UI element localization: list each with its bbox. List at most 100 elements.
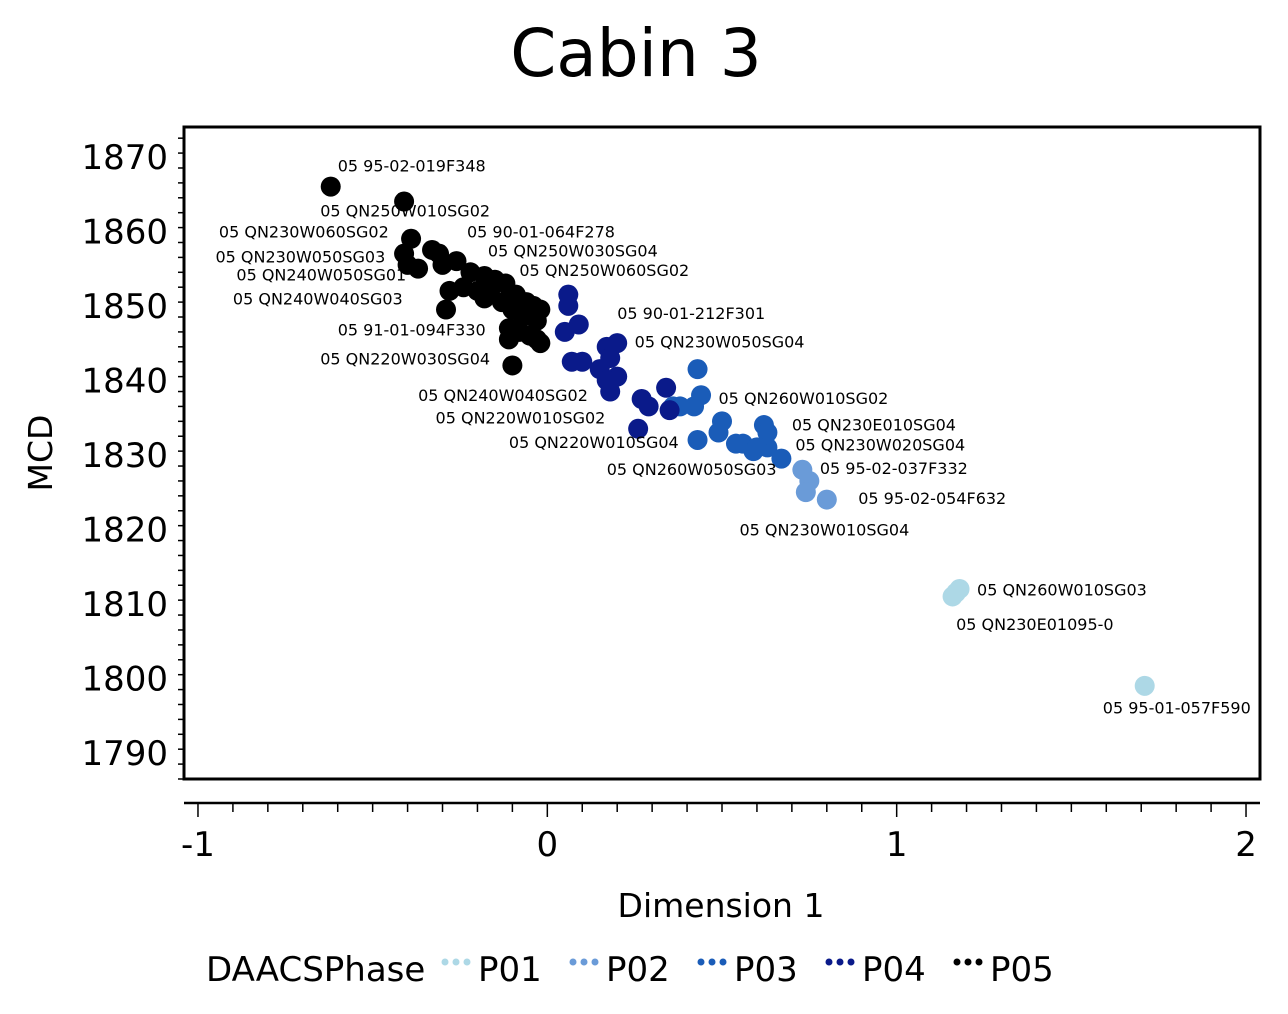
- point-label: 05 QN230W050SG03: [215, 248, 385, 267]
- point-label: 05 QN230W010SG04: [739, 520, 909, 539]
- legend-marker-p02: [591, 958, 599, 966]
- x-tick-label: 0: [537, 825, 559, 865]
- point-label: 05 QN240W040SG02: [418, 386, 588, 405]
- point-p04: [600, 347, 621, 368]
- point-p05: [502, 355, 523, 376]
- legend-marker-p03: [708, 958, 716, 966]
- point-label: 05 95-02-037F332: [820, 459, 968, 478]
- point-label: 05 QN220W010SG02: [436, 409, 606, 428]
- point-p04: [554, 321, 575, 342]
- legend-label-p03: P03: [734, 950, 798, 990]
- point-p04: [656, 377, 677, 398]
- point-p05: [320, 176, 341, 197]
- plot-area-frame: [182, 125, 1262, 781]
- point-label: 05 QN230W050SG04: [635, 333, 805, 352]
- x-axis-title: Dimension 1: [618, 886, 825, 925]
- point-label: 05 QN220W010SG04: [509, 433, 679, 452]
- legend-marker-p03: [719, 958, 727, 966]
- y-tick-label: 1820: [81, 510, 168, 550]
- y-tick-label: 1810: [81, 585, 168, 625]
- x-tick-label: 1: [886, 825, 908, 865]
- point-p03: [687, 429, 708, 450]
- point-p04: [572, 351, 593, 372]
- point-label: 05 95-02-054F632: [858, 489, 1006, 508]
- point-p03: [725, 433, 746, 454]
- point-p03: [771, 448, 792, 469]
- point-label: 05 95-01-057F590: [1103, 698, 1251, 717]
- point-p05: [408, 258, 429, 279]
- y-tick-label: 1860: [81, 212, 168, 252]
- legend-marker-p04: [836, 958, 844, 966]
- point-label: 05 QN230E010SG04: [792, 415, 956, 434]
- point-label: 05 QN250W030SG04: [488, 242, 658, 261]
- legend-marker-p05: [975, 958, 983, 966]
- point-p04: [628, 418, 649, 439]
- x-axis: -1 0 1 2: [181, 801, 1260, 865]
- point-p03: [746, 437, 767, 458]
- point-p02: [816, 489, 837, 510]
- point-label: 05 QN260W050SG03: [607, 460, 777, 479]
- point-label: 05 95-02-019F348: [338, 157, 486, 176]
- point-label: 05 QN230E01095-0: [956, 615, 1114, 634]
- point-p05: [401, 228, 422, 249]
- y-axis: 1790 1800 1810 1820 1830 1840 1850 1860 1870: [81, 137, 184, 780]
- legend-marker-p02: [569, 958, 577, 966]
- y-axis-title: MCD: [21, 415, 60, 492]
- point-p05: [436, 299, 457, 320]
- point-p03: [757, 422, 778, 443]
- chart-title: Cabin 3: [510, 15, 762, 92]
- y-tick-label: 1830: [81, 436, 168, 476]
- point-label: 05 91-01-094F330: [338, 321, 486, 340]
- point-p04: [638, 396, 659, 417]
- point-p01: [1134, 675, 1155, 696]
- point-p05: [498, 329, 519, 350]
- point-p04: [600, 381, 621, 402]
- point-p04: [558, 295, 579, 316]
- y-tick-label: 1790: [81, 734, 168, 774]
- point-p05: [474, 288, 495, 309]
- point-label: 05 90-01-212F301: [617, 304, 765, 323]
- point-p05: [394, 191, 415, 212]
- point-p04: [659, 400, 680, 421]
- point-p02: [795, 482, 816, 503]
- legend-marker-p01: [463, 958, 471, 966]
- point-label: 05 QN220W030SG04: [320, 350, 490, 369]
- point-p03: [684, 396, 705, 417]
- legend-marker-p05: [964, 958, 972, 966]
- data-points: [320, 176, 1155, 696]
- point-label: 05 QN250W010SG02: [320, 201, 490, 220]
- y-tick-label: 1850: [81, 287, 168, 327]
- legend-marker-p03: [697, 958, 705, 966]
- x-tick-label: 2: [1235, 825, 1257, 865]
- legend: DAACSPhase P01 P02 P03 P04 P05: [206, 950, 1054, 990]
- point-label: 05 QN260W010SG03: [977, 581, 1147, 600]
- legend-marker-p05: [953, 958, 961, 966]
- point-label: 05 QN250W060SG02: [519, 261, 689, 280]
- y-tick-label: 1870: [81, 138, 168, 178]
- point-p05: [530, 333, 551, 354]
- point-label: 05 90-01-064F278: [467, 222, 615, 241]
- point-label: 05 QN230W020SG04: [795, 435, 965, 454]
- point-p04: [607, 333, 628, 354]
- legend-marker-p01: [441, 958, 449, 966]
- legend-label-p04: P04: [862, 950, 926, 990]
- point-label: 05 QN230W060SG02: [219, 222, 389, 241]
- y-tick-label: 1840: [81, 361, 168, 401]
- point-p03: [687, 359, 708, 380]
- legend-label-p05: P05: [990, 950, 1054, 990]
- point-p05: [446, 251, 467, 272]
- point-labels: 05 95-02-019F348 05 QN250W010SG02 05 QN230…: [215, 157, 1250, 718]
- legend-marker-p02: [580, 958, 588, 966]
- legend-marker-p04: [825, 958, 833, 966]
- point-p05: [526, 310, 547, 331]
- legend-label-p02: P02: [606, 950, 670, 990]
- point-label: 05 QN240W040SG03: [233, 289, 403, 308]
- legend-label-p01: P01: [478, 950, 542, 990]
- legend-title: DAACSPhase: [206, 950, 425, 990]
- point-label: 05 QN260W010SG02: [719, 389, 889, 408]
- legend-marker-p01: [452, 958, 460, 966]
- point-p03: [708, 422, 729, 443]
- legend-marker-p04: [847, 958, 855, 966]
- point-label: 05 QN240W050SG01: [236, 265, 406, 284]
